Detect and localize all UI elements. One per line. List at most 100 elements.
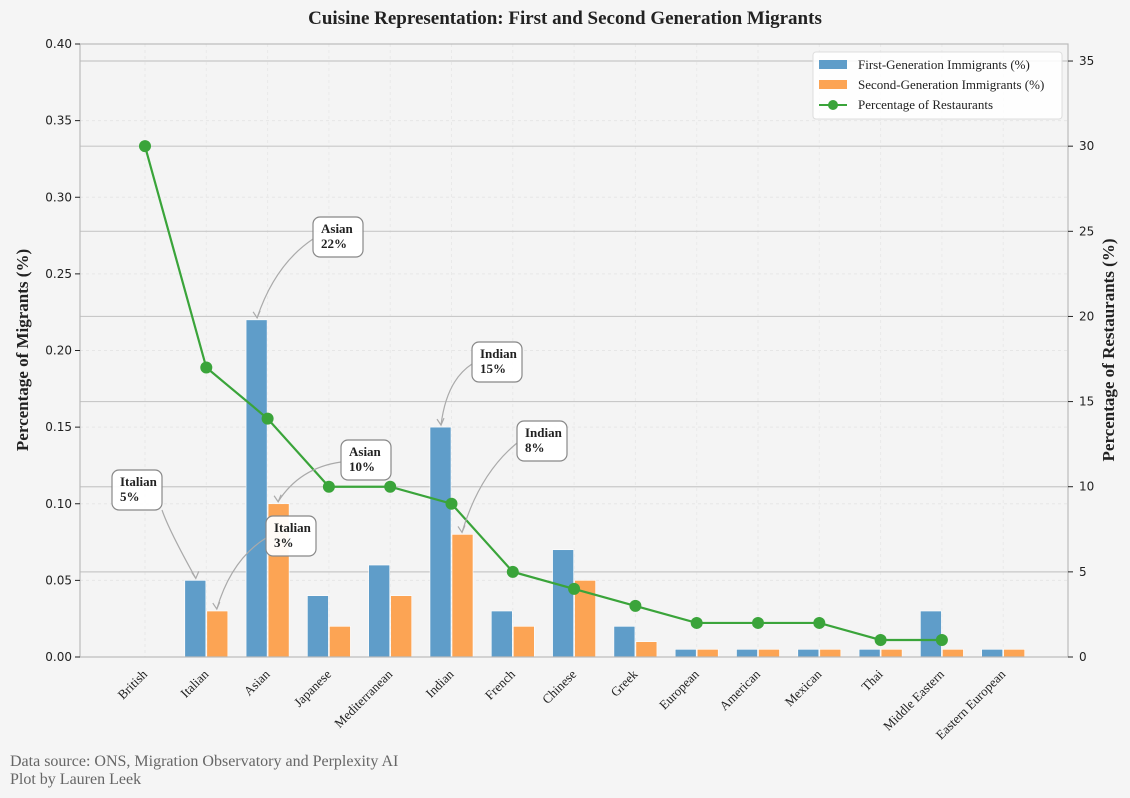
annotation-box	[516, 420, 568, 462]
annotation-label: Asian	[321, 221, 354, 236]
annotation-label: Indian	[480, 346, 518, 361]
restaurants-point	[445, 497, 458, 510]
x-tick-label: Middle Eastern	[880, 666, 947, 733]
restaurants-point	[813, 616, 826, 629]
bar-second-gen	[206, 610, 229, 658]
annotation-arrow	[161, 509, 197, 579]
annotation-arrow	[216, 537, 267, 610]
y-axis-right-label: Percentage of Restaurants (%)	[1099, 239, 1118, 462]
y-tick-label: 0.15	[45, 420, 72, 434]
legend-box	[812, 51, 1063, 120]
arrow-head-icon	[273, 494, 282, 504]
restaurants-point	[384, 480, 397, 493]
x-tick-label: Japanese	[291, 666, 334, 709]
x-tick-label: Italian	[177, 666, 211, 700]
annotation-value: 15%	[480, 361, 506, 376]
bar-first-gen	[920, 610, 942, 658]
restaurants-point	[139, 140, 151, 153]
x-tick-label: Mexican	[782, 666, 825, 709]
bar-first-gen	[429, 426, 452, 658]
y-tick-label: 0.10	[45, 497, 72, 511]
legend-label: Second-Generation Immigrants (%)	[858, 77, 1044, 92]
restaurants-point	[322, 480, 335, 493]
annotation-value: 10%	[349, 459, 375, 474]
y-right-tick-label: 15	[1079, 395, 1094, 409]
annotation-box	[111, 469, 163, 511]
x-tick-label: British	[114, 666, 150, 702]
bar-second-gen	[758, 649, 780, 658]
y-right-tick-label: 10	[1079, 480, 1094, 494]
bar-second-gen	[819, 649, 842, 658]
y-right-tick-label: 25	[1079, 224, 1094, 238]
restaurants-point	[261, 412, 274, 425]
y-tick-label: 0.35	[45, 114, 72, 128]
x-tick-label: Greek	[607, 666, 640, 699]
bar-first-gen	[674, 649, 697, 658]
bar-second-gen	[880, 649, 903, 658]
bar-first-gen	[245, 319, 268, 658]
legend-swatch	[819, 80, 847, 89]
bar-second-gen	[942, 649, 964, 658]
bar-first-gen	[490, 610, 513, 658]
bar-second-gen	[329, 626, 351, 658]
arrow-head-icon	[252, 310, 261, 320]
chart-title: Cuisine Representation: First and Second…	[308, 8, 822, 29]
annotation-box	[312, 216, 364, 258]
footer-credit: Plot by Lauren Leek	[10, 771, 141, 788]
x-tick-label: Thai	[858, 666, 886, 694]
restaurants-point	[690, 616, 703, 629]
legend-label: Percentage of Restaurants	[858, 97, 993, 112]
annotation-value: 22%	[321, 236, 347, 251]
x-tick-label: European	[656, 666, 702, 712]
y-tick-label: 0.40	[45, 37, 72, 51]
annotation-label: Indian	[525, 425, 563, 440]
bar-second-gen	[512, 626, 535, 658]
bar-second-gen	[635, 641, 658, 658]
arrow-head-icon	[436, 417, 445, 427]
annotation-box	[265, 515, 317, 557]
y-axis-label: Percentage of Migrants (%)	[13, 249, 32, 451]
bar-first-gen	[797, 649, 820, 658]
y-right-tick-label: 35	[1079, 54, 1094, 68]
x-tick-label: Mediterranean	[331, 666, 396, 731]
annotation-arrow	[461, 442, 518, 533]
annotation-arrow	[256, 238, 314, 319]
annotation-box	[340, 439, 392, 481]
bar-second-gen	[451, 534, 474, 658]
bar-first-gen	[184, 580, 207, 658]
x-tick-label: Chinese	[539, 666, 579, 706]
bar-second-gen	[1003, 649, 1026, 658]
arrow-head-icon	[191, 571, 200, 580]
bar-first-gen	[858, 649, 881, 658]
annotation-arrow	[440, 363, 473, 426]
y-right-tick-label: 0	[1079, 650, 1087, 664]
footer-source: Data source: ONS, Migration Observatory …	[10, 753, 398, 770]
legend-swatch	[819, 60, 847, 69]
y-tick-label: 0.30	[45, 190, 72, 204]
bar-first-gen	[552, 549, 574, 658]
annotation-value: 8%	[525, 440, 545, 455]
arrow-head-icon	[212, 601, 221, 611]
y-tick-label: 0.20	[45, 344, 72, 358]
bar-first-gen	[307, 595, 329, 658]
bar-first-gen	[368, 564, 391, 658]
restaurants-point	[629, 599, 642, 612]
bar-first-gen	[981, 649, 1004, 658]
annotation-value: 3%	[274, 535, 294, 550]
restaurants-point	[200, 361, 213, 374]
restaurants-point	[506, 565, 519, 578]
legend-marker	[828, 100, 838, 110]
y-tick-label: 0.25	[45, 267, 72, 281]
y-tick-label: 0.00	[45, 650, 72, 664]
bar-second-gen	[696, 649, 719, 658]
bar-second-gen	[390, 595, 413, 658]
restaurants-point	[874, 633, 887, 646]
annotation-arrow	[277, 461, 342, 503]
annotation-label: Asian	[349, 444, 382, 459]
annotation-label: Italian	[120, 474, 158, 489]
restaurants-point	[752, 616, 764, 629]
